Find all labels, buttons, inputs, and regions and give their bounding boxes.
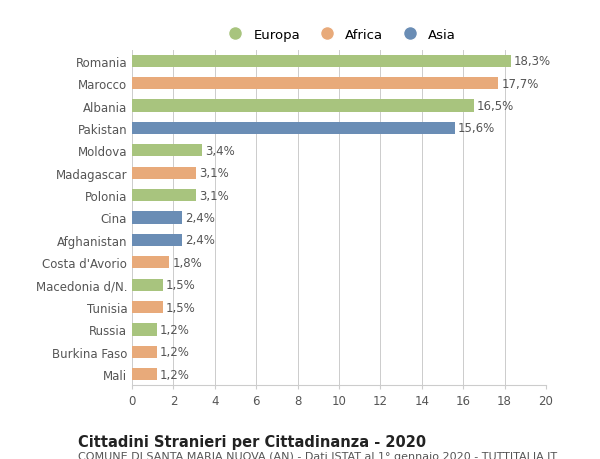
Bar	[132, 78, 499, 90]
Legend: Europa, Africa, Asia: Europa, Africa, Asia	[217, 23, 461, 47]
Bar	[132, 368, 157, 381]
Text: 1,2%: 1,2%	[160, 323, 190, 336]
Bar	[132, 234, 182, 246]
Bar	[132, 279, 163, 291]
Text: 1,2%: 1,2%	[160, 368, 190, 381]
Text: Cittadini Stranieri per Cittadinanza - 2020: Cittadini Stranieri per Cittadinanza - 2…	[78, 434, 426, 449]
Text: 2,4%: 2,4%	[185, 234, 215, 247]
Text: 3,1%: 3,1%	[199, 167, 229, 180]
Bar	[132, 324, 157, 336]
Bar	[132, 212, 182, 224]
Text: 17,7%: 17,7%	[502, 78, 539, 90]
Bar	[132, 301, 163, 313]
Text: 1,5%: 1,5%	[166, 301, 196, 314]
Text: COMUNE DI SANTA MARIA NUOVA (AN) - Dati ISTAT al 1° gennaio 2020 - TUTTITALIA.IT: COMUNE DI SANTA MARIA NUOVA (AN) - Dati …	[78, 451, 557, 459]
Text: 1,8%: 1,8%	[172, 256, 202, 269]
Text: 2,4%: 2,4%	[185, 212, 215, 224]
Text: 16,5%: 16,5%	[476, 100, 514, 113]
Text: 3,1%: 3,1%	[199, 189, 229, 202]
Bar	[132, 257, 169, 269]
Bar	[132, 123, 455, 135]
Text: 3,4%: 3,4%	[205, 145, 235, 157]
Bar	[132, 100, 473, 112]
Bar	[132, 346, 157, 358]
Bar	[132, 190, 196, 202]
Bar	[132, 145, 202, 157]
Text: 18,3%: 18,3%	[514, 55, 551, 68]
Bar	[132, 167, 196, 179]
Text: 1,5%: 1,5%	[166, 279, 196, 291]
Bar	[132, 56, 511, 68]
Text: 15,6%: 15,6%	[458, 122, 495, 135]
Text: 1,2%: 1,2%	[160, 346, 190, 358]
